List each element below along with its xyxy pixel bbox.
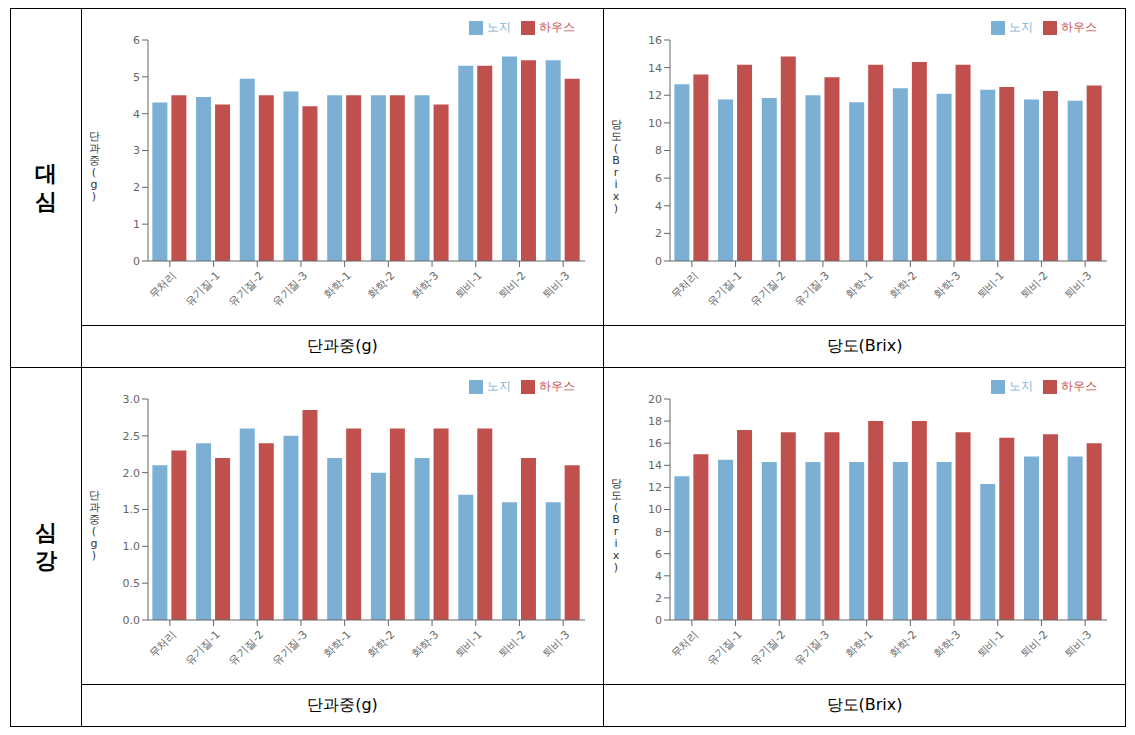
svg-text:12: 12 — [648, 481, 662, 494]
html-text:단 과 중 ( g ): 단 과 중 ( g ) — [88, 130, 100, 203]
html-text:심 강: 심 강 — [35, 520, 57, 573]
svg-text:유기질-3: 유기질-3 — [270, 628, 310, 668]
html-text:하우스: 하우스 — [1061, 20, 1097, 34]
svg-text:4: 4 — [655, 200, 662, 213]
svg-text:유기질-1: 유기질-1 — [704, 628, 744, 668]
svg-text:1: 1 — [133, 218, 140, 231]
html-text:하우스: 하우스 — [1061, 379, 1097, 393]
svg-text:퇴비-3: 퇴비-3 — [540, 269, 573, 302]
svg-text:무처리: 무처리 — [669, 628, 702, 661]
svg-text:무처리: 무처리 — [147, 269, 180, 302]
svg-text:유기질-3: 유기질-3 — [792, 628, 832, 668]
svg-text:6: 6 — [655, 172, 662, 185]
svg-text:유기질-1: 유기질-1 — [704, 269, 744, 309]
svg-text:유기질-1: 유기질-1 — [182, 628, 222, 668]
svg-text:0: 0 — [655, 614, 662, 627]
svg-text:5: 5 — [133, 71, 140, 84]
svg-text:화학-3: 화학-3 — [931, 269, 964, 302]
svg-text:20: 20 — [648, 393, 662, 406]
html-text:단과중(g): 단과중(g) — [307, 695, 378, 714]
svg-text:화학-2: 화학-2 — [365, 269, 398, 302]
html-text:하우스: 하우스 — [539, 20, 575, 34]
svg-text:0.5: 0.5 — [123, 577, 141, 590]
svg-text:6: 6 — [133, 34, 140, 47]
svg-text:3.0: 3.0 — [123, 393, 141, 406]
html-text:대 심: 대 심 — [35, 161, 57, 214]
html-text:단 과 중 ( g ): 단 과 중 ( g ) — [88, 489, 100, 562]
html-text:노지: 노지 — [1009, 20, 1033, 34]
svg-text:퇴비-1: 퇴비-1 — [452, 628, 485, 661]
html-text:노지: 노지 — [1009, 379, 1033, 393]
svg-text:2: 2 — [655, 227, 662, 240]
svg-text:2.5: 2.5 — [123, 430, 141, 443]
svg-text:8: 8 — [655, 526, 662, 539]
svg-text:화학-1: 화학-1 — [321, 269, 354, 302]
html-text:단과중(g): 단과중(g) — [307, 336, 378, 355]
svg-text:10: 10 — [648, 503, 662, 516]
svg-text:6: 6 — [655, 548, 662, 561]
html-text:노지: 노지 — [487, 20, 511, 34]
svg-text:0: 0 — [655, 255, 662, 268]
svg-text:10: 10 — [648, 117, 662, 130]
svg-text:무처리: 무처리 — [669, 269, 702, 302]
svg-text:4: 4 — [655, 570, 662, 583]
svg-text:퇴비-2: 퇴비-2 — [1018, 628, 1051, 661]
html-text:당도(Brix): 당도(Brix) — [826, 336, 903, 355]
svg-text:퇴비-1: 퇴비-1 — [452, 269, 485, 302]
svg-text:퇴비-1: 퇴비-1 — [974, 269, 1007, 302]
svg-text:유기질-3: 유기질-3 — [270, 269, 310, 309]
svg-text:유기질-2: 유기질-2 — [226, 628, 266, 668]
svg-text:퇴비-3: 퇴비-3 — [540, 628, 573, 661]
svg-text:퇴비-1: 퇴비-1 — [974, 628, 1007, 661]
svg-text:8: 8 — [655, 144, 662, 157]
svg-text:3: 3 — [133, 144, 140, 157]
svg-text:유기질-3: 유기질-3 — [792, 269, 832, 309]
svg-text:2.0: 2.0 — [123, 467, 141, 480]
svg-text:화학-2: 화학-2 — [365, 628, 398, 661]
svg-text:2: 2 — [133, 181, 140, 194]
svg-text:화학-3: 화학-3 — [409, 628, 442, 661]
svg-text:2: 2 — [655, 592, 662, 605]
html-text:당 도 ( B r i x ): 당 도 ( B r i x ) — [610, 118, 622, 215]
svg-text:화학-2: 화학-2 — [887, 269, 920, 302]
svg-text:유기질-2: 유기질-2 — [748, 628, 788, 668]
svg-text:0: 0 — [133, 255, 140, 268]
svg-text:유기질-1: 유기질-1 — [182, 269, 222, 309]
svg-text:퇴비-2: 퇴비-2 — [496, 628, 529, 661]
svg-text:12: 12 — [648, 89, 662, 102]
html-text:당 도 ( B r i x ): 당 도 ( B r i x ) — [610, 477, 622, 574]
svg-text:퇴비-2: 퇴비-2 — [496, 269, 529, 302]
html-text:노지: 노지 — [487, 379, 511, 393]
svg-text:화학-1: 화학-1 — [321, 628, 354, 661]
svg-text:4: 4 — [133, 108, 140, 121]
svg-text:유기질-2: 유기질-2 — [226, 269, 266, 309]
svg-text:화학-2: 화학-2 — [887, 628, 920, 661]
svg-text:0.0: 0.0 — [123, 614, 141, 627]
svg-text:화학-3: 화학-3 — [409, 269, 442, 302]
svg-text:유기질-2: 유기질-2 — [748, 269, 788, 309]
html-text:당도(Brix): 당도(Brix) — [826, 695, 903, 714]
svg-text:화학-1: 화학-1 — [843, 628, 876, 661]
svg-text:화학-3: 화학-3 — [931, 628, 964, 661]
svg-text:18: 18 — [648, 415, 662, 428]
svg-text:16: 16 — [648, 437, 662, 450]
svg-text:1.0: 1.0 — [123, 540, 141, 553]
html-text:하우스: 하우스 — [539, 379, 575, 393]
svg-text:퇴비-2: 퇴비-2 — [1018, 269, 1051, 302]
svg-text:화학-1: 화학-1 — [843, 269, 876, 302]
svg-text:16: 16 — [648, 34, 662, 47]
svg-text:무처리: 무처리 — [147, 628, 180, 661]
svg-text:퇴비-3: 퇴비-3 — [1062, 269, 1095, 302]
svg-text:퇴비-3: 퇴비-3 — [1062, 628, 1095, 661]
svg-text:1.5: 1.5 — [123, 503, 141, 516]
svg-text:14: 14 — [648, 62, 662, 75]
svg-text:14: 14 — [648, 459, 662, 472]
